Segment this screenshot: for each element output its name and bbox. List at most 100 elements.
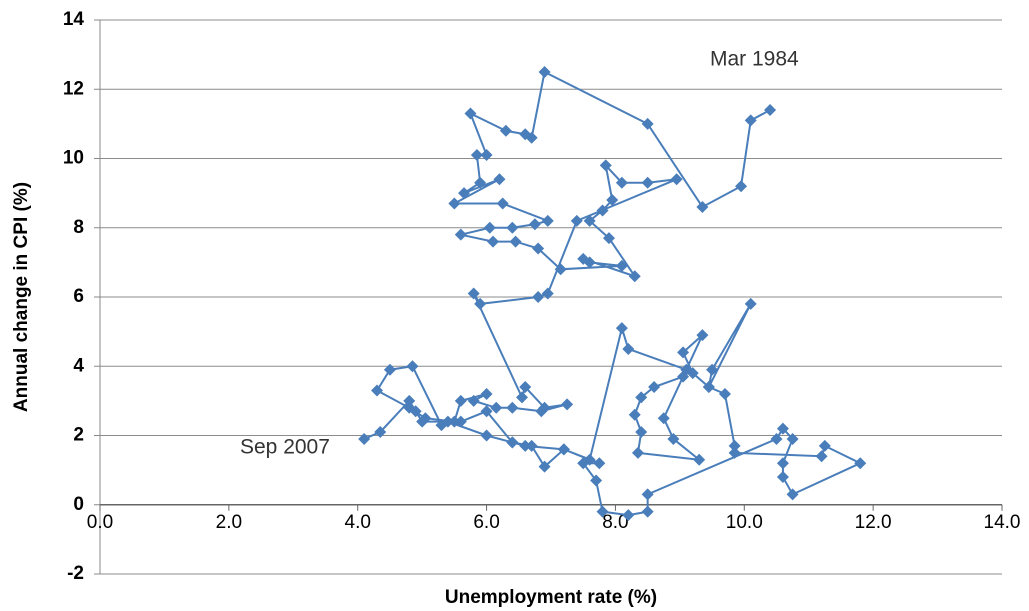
point [728,446,741,459]
point [519,439,532,452]
point [593,457,606,470]
point [728,439,741,452]
x-tick-label: 2.0 [216,512,242,533]
point [693,453,706,466]
y-tick-label: -2 [67,563,84,584]
x-tick-label: 6.0 [473,512,499,533]
point [854,457,867,470]
point [596,505,609,518]
point [764,104,777,117]
point [677,370,690,383]
point [470,149,483,162]
point [599,159,612,172]
point [635,426,648,439]
point [499,124,512,137]
point [670,173,683,186]
point [635,391,648,404]
point [467,394,480,407]
point [538,65,551,78]
point [480,149,493,162]
point [464,107,477,120]
x-tick-label: 8.0 [602,512,628,533]
y-tick-label: 10 [63,148,84,169]
point [615,322,628,335]
point [496,197,509,210]
x-tick-label: 10.0 [726,512,763,533]
point [490,401,503,414]
point [702,381,715,394]
point [538,460,551,473]
point [403,394,416,407]
point [628,270,641,283]
point [519,381,532,394]
point [474,297,487,310]
point [641,488,654,501]
y-tick-label: 4 [73,355,84,376]
point [602,232,615,245]
y-tick-label: 12 [63,78,84,99]
point [374,426,387,439]
point [641,117,654,130]
point [383,363,396,376]
x-tick-label: 14.0 [984,512,1021,533]
point [416,415,429,428]
point [535,405,548,418]
y-tick-label: 14 [63,9,85,30]
point [718,387,731,400]
point [467,287,480,300]
point [628,408,641,421]
point [641,505,654,518]
point [706,363,719,376]
point [648,381,661,394]
point [454,394,467,407]
point [406,360,419,373]
point [561,398,574,411]
point [371,384,384,397]
annotation: Mar 1984 [710,48,799,71]
point [606,194,619,207]
x-axis-title: Unemployment rate (%) [445,587,657,608]
y-tick-label: 2 [73,425,84,446]
point [509,235,522,248]
point [744,297,757,310]
point [786,432,799,445]
point [519,128,532,141]
point [458,187,471,200]
point [532,291,545,303]
point [622,342,635,355]
x-tick-label: 4.0 [345,512,371,533]
point [358,432,371,445]
point [493,173,506,186]
point [657,412,670,425]
point [557,443,570,456]
point [776,457,789,470]
point [487,235,500,248]
point [480,405,493,418]
point [744,114,757,127]
point [696,329,709,342]
point [570,214,583,227]
point [480,429,493,442]
point [532,242,545,255]
point [631,446,644,459]
point [554,263,567,276]
point [776,422,789,435]
point [596,204,609,217]
point [506,221,519,234]
grid [100,19,1002,575]
point [770,432,783,445]
point [735,180,748,193]
point [776,471,789,484]
x-tick-label: 0.0 [87,512,113,533]
point [677,346,690,359]
point [818,439,831,452]
point [448,415,461,428]
y-tick-label: 6 [73,286,84,307]
point [590,474,603,487]
point [525,439,538,452]
x-tick-label: 12.0 [855,512,892,533]
point [506,401,519,414]
point [480,387,493,400]
